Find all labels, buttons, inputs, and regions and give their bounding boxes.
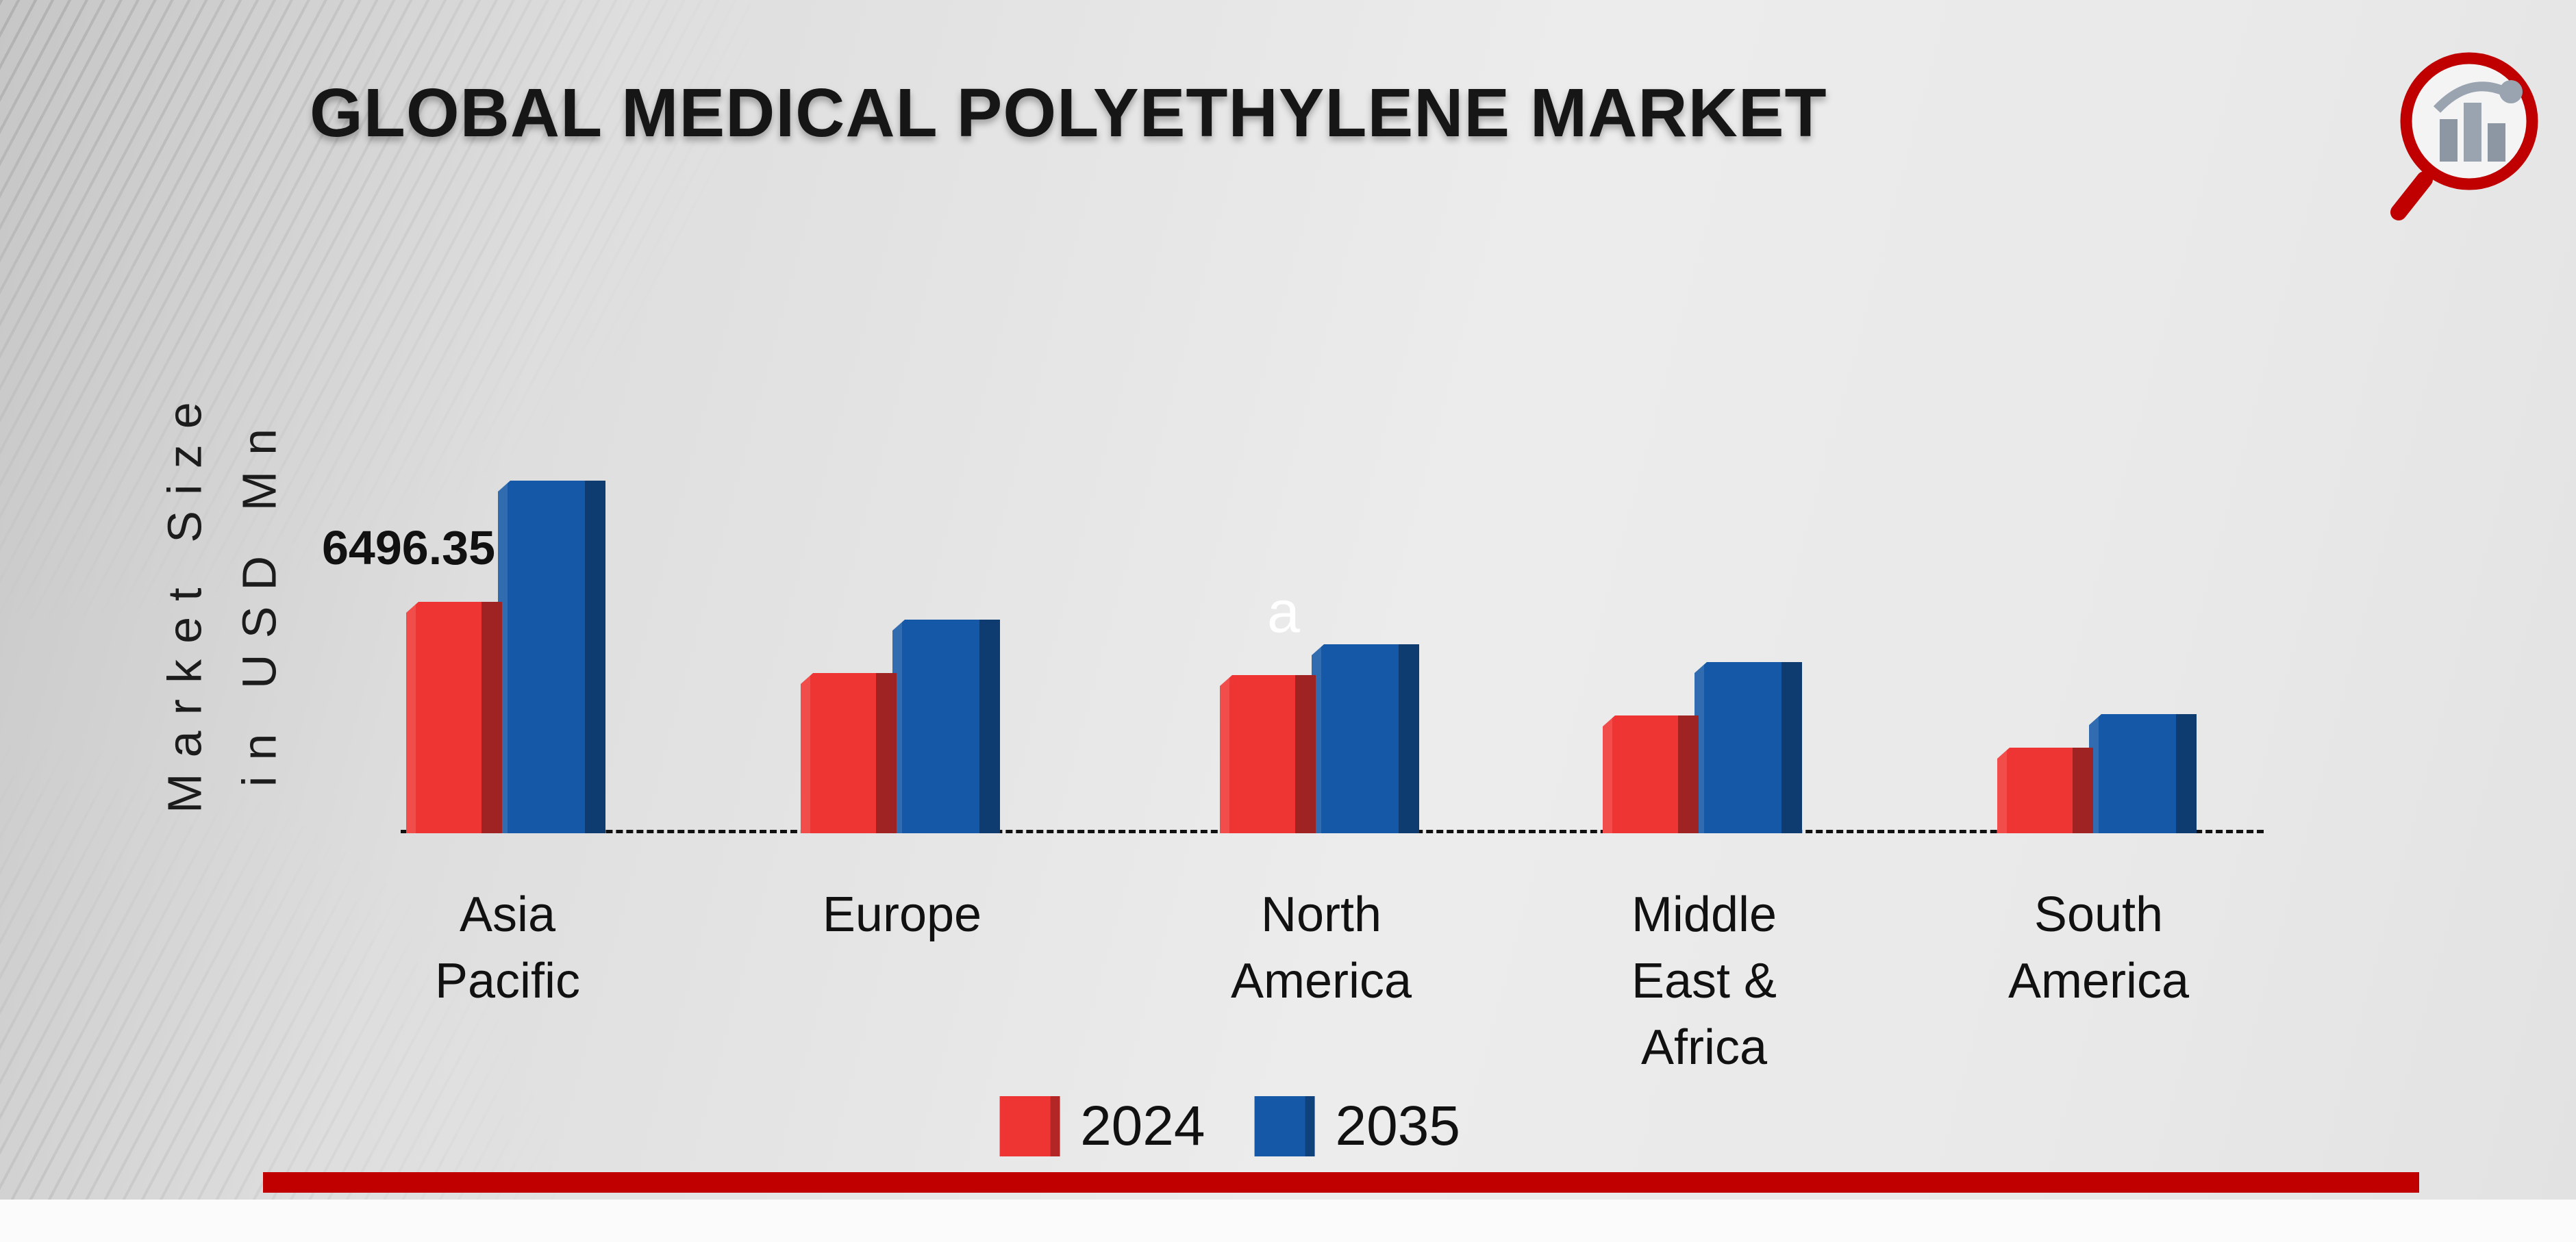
- bar-2035-middle-east-africa: [1695, 662, 1802, 833]
- legend-label-2024: 2024: [1080, 1095, 1205, 1157]
- bar-2035-south-america: [2089, 714, 2197, 833]
- bar-2035-asia-pacific: [498, 481, 605, 833]
- bar-2024-europe: [801, 673, 897, 833]
- bar-2024-north-america: [1220, 675, 1316, 833]
- legend: 2024 2035: [999, 1094, 1460, 1158]
- bar-2035-europe: [892, 620, 1000, 833]
- category-label-north-america: North America: [1230, 887, 1412, 1009]
- category-label-asia-pacific: Asia Pacific: [434, 887, 581, 1009]
- legend-label-2035: 2035: [1335, 1095, 1460, 1157]
- footer-strip: [0, 1200, 2576, 1242]
- bar-2035-north-america: [1312, 644, 1419, 833]
- chart-title: GLOBAL MEDICAL POLYETHYLENE MARKET: [310, 75, 1827, 151]
- bar-2024-middle-east-africa: [1603, 715, 1699, 833]
- category-label-europe: Europe: [822, 887, 982, 942]
- bottom-red-rule: [263, 1172, 2419, 1193]
- data-label-asia-pacific-2024: 6496.35: [322, 521, 496, 574]
- stray-text-annotation: a: [1267, 579, 1300, 645]
- brand-logo-icon: [2390, 52, 2538, 220]
- bar-2024-south-america: [1997, 748, 2093, 833]
- legend-swatch-2035: [1254, 1096, 1315, 1156]
- legend-item-2024: 2024: [999, 1094, 1205, 1158]
- legend-swatch-2024: [999, 1096, 1060, 1156]
- legend-item-2035: 2035: [1254, 1094, 1460, 1158]
- bar-2024-asia-pacific: [406, 602, 502, 833]
- category-label-south-america: South America: [2008, 887, 2190, 1009]
- category-label-middle-east-africa: Middle East & Africa: [1631, 887, 1777, 1076]
